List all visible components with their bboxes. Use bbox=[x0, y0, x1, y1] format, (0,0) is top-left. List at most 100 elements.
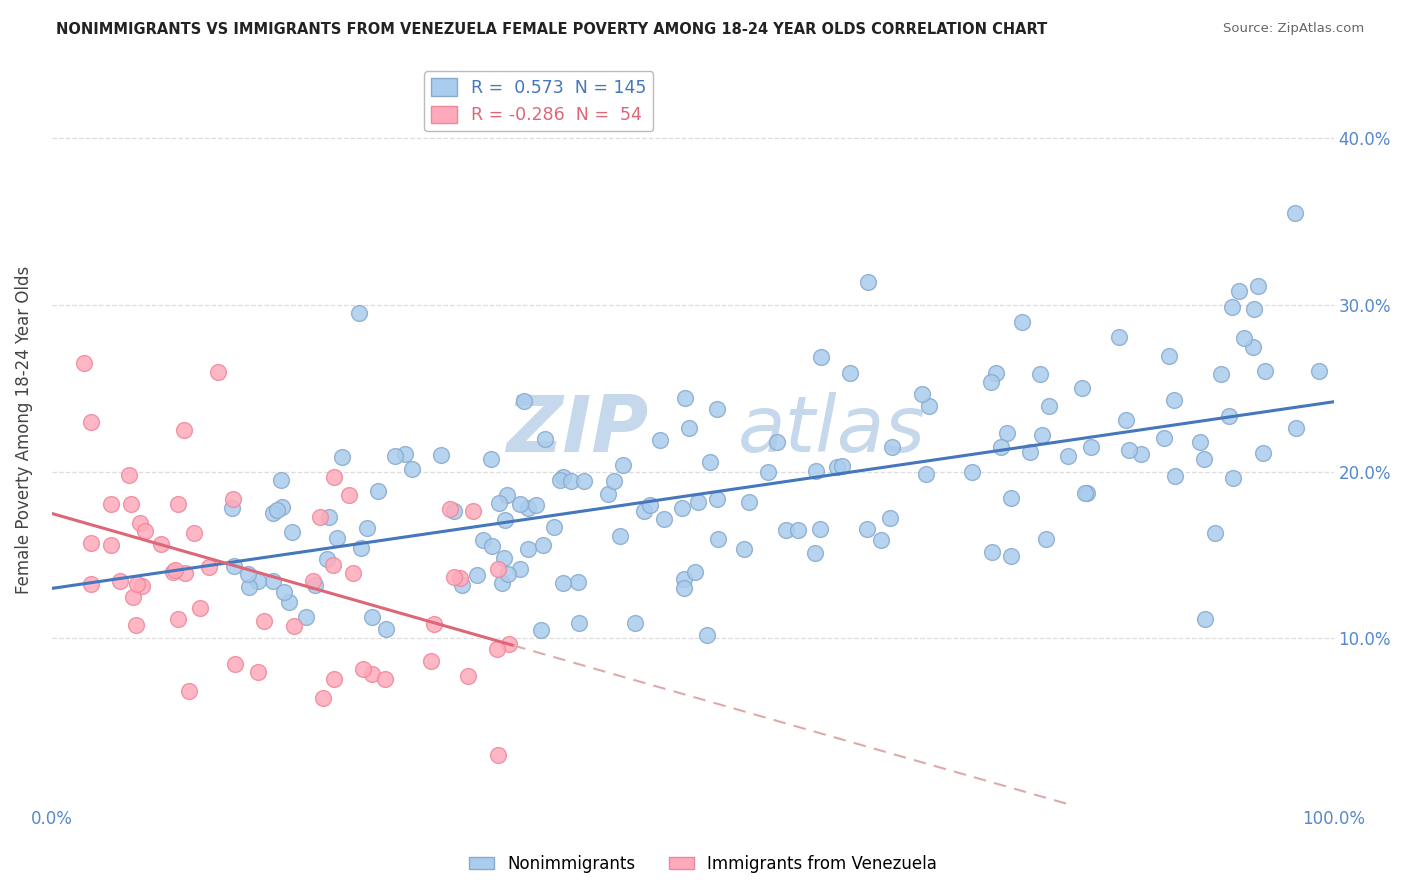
Point bbox=[986, 366, 1008, 380]
Point bbox=[962, 465, 984, 479]
Point bbox=[1074, 486, 1097, 500]
Point bbox=[509, 562, 531, 576]
Point bbox=[498, 637, 520, 651]
Point bbox=[420, 654, 443, 668]
Point bbox=[1029, 367, 1052, 381]
Point bbox=[671, 501, 693, 516]
Point bbox=[808, 523, 831, 537]
Point bbox=[451, 578, 474, 592]
Point bbox=[1080, 440, 1102, 454]
Point bbox=[574, 474, 596, 488]
Point bbox=[443, 504, 465, 518]
Point bbox=[100, 538, 122, 552]
Point bbox=[1284, 206, 1306, 220]
Point bbox=[322, 470, 344, 484]
Point bbox=[100, 496, 122, 510]
Point bbox=[1284, 421, 1306, 435]
Point bbox=[1115, 413, 1137, 427]
Point bbox=[166, 612, 188, 626]
Point bbox=[494, 513, 516, 527]
Point bbox=[73, 356, 96, 370]
Point bbox=[80, 536, 103, 550]
Point bbox=[567, 575, 589, 590]
Point bbox=[301, 574, 323, 588]
Point bbox=[374, 673, 396, 687]
Point bbox=[479, 451, 502, 466]
Point bbox=[543, 520, 565, 534]
Point bbox=[80, 415, 103, 429]
Point bbox=[221, 501, 243, 516]
Point bbox=[1247, 278, 1270, 293]
Point bbox=[1251, 445, 1274, 459]
Point bbox=[706, 491, 728, 506]
Point bbox=[981, 545, 1004, 559]
Point bbox=[246, 665, 269, 679]
Point bbox=[1076, 486, 1098, 500]
Point bbox=[308, 509, 330, 524]
Point bbox=[496, 567, 519, 582]
Point bbox=[467, 567, 489, 582]
Point bbox=[551, 470, 574, 484]
Point bbox=[530, 623, 553, 637]
Point bbox=[603, 475, 626, 489]
Point bbox=[173, 423, 195, 437]
Point bbox=[270, 500, 292, 514]
Point bbox=[488, 496, 510, 510]
Text: ZIP: ZIP bbox=[506, 392, 648, 468]
Point bbox=[706, 401, 728, 416]
Point bbox=[481, 539, 503, 553]
Point bbox=[281, 524, 304, 539]
Point bbox=[517, 542, 540, 557]
Point bbox=[352, 662, 374, 676]
Point bbox=[673, 391, 696, 405]
Point bbox=[472, 533, 495, 547]
Point bbox=[1057, 450, 1080, 464]
Point bbox=[224, 657, 246, 672]
Point bbox=[266, 503, 288, 517]
Point bbox=[869, 533, 891, 548]
Point bbox=[612, 458, 634, 472]
Point bbox=[765, 435, 787, 450]
Point bbox=[738, 494, 761, 508]
Point bbox=[915, 467, 938, 482]
Point bbox=[439, 502, 461, 516]
Point bbox=[804, 464, 827, 478]
Point bbox=[624, 615, 647, 630]
Point bbox=[131, 579, 153, 593]
Point bbox=[486, 748, 509, 763]
Point bbox=[167, 497, 190, 511]
Point bbox=[457, 669, 479, 683]
Point bbox=[707, 532, 730, 546]
Point bbox=[367, 483, 389, 498]
Point bbox=[839, 367, 862, 381]
Point bbox=[295, 610, 318, 624]
Point bbox=[683, 565, 706, 579]
Point bbox=[423, 617, 446, 632]
Point bbox=[339, 487, 361, 501]
Point bbox=[879, 511, 901, 525]
Point bbox=[596, 487, 619, 501]
Point bbox=[1108, 330, 1130, 344]
Point bbox=[247, 574, 270, 588]
Point bbox=[283, 618, 305, 632]
Point bbox=[756, 466, 779, 480]
Point bbox=[273, 585, 295, 599]
Point bbox=[494, 551, 516, 566]
Point bbox=[533, 537, 555, 551]
Point bbox=[236, 566, 259, 581]
Text: atlas: atlas bbox=[738, 392, 925, 468]
Point bbox=[534, 432, 557, 446]
Legend: Nonimmigrants, Immigrants from Venezuela: Nonimmigrants, Immigrants from Venezuela bbox=[463, 848, 943, 880]
Point bbox=[277, 595, 299, 609]
Point bbox=[648, 433, 671, 447]
Point bbox=[449, 571, 471, 585]
Point bbox=[1070, 381, 1092, 395]
Legend: R =  0.573  N = 145, R = -0.286  N =  54: R = 0.573 N = 145, R = -0.286 N = 54 bbox=[425, 71, 654, 131]
Point bbox=[224, 559, 246, 574]
Point bbox=[430, 449, 453, 463]
Point bbox=[1011, 315, 1033, 329]
Point bbox=[118, 467, 141, 482]
Point bbox=[361, 610, 384, 624]
Point bbox=[356, 521, 378, 535]
Point bbox=[1038, 399, 1060, 413]
